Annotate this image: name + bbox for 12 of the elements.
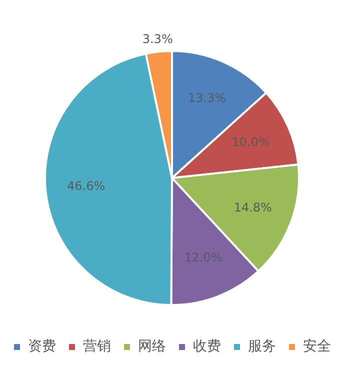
legend-label: 服务	[248, 338, 276, 355]
legend-label: 安全	[303, 338, 331, 355]
legend-label: 网络	[138, 338, 166, 355]
legend-label: 营销	[83, 338, 111, 355]
data-label: 10.0%	[232, 134, 270, 149]
data-label: 3.3%	[142, 32, 173, 46]
data-label: 14.8%	[234, 200, 272, 214]
data-label: 12.0%	[184, 250, 222, 265]
legend-label: 收费	[193, 338, 221, 355]
data-label: 13.3%	[188, 91, 226, 106]
data-label: 46.6%	[67, 178, 106, 193]
legend-label: 资费	[28, 338, 56, 355]
